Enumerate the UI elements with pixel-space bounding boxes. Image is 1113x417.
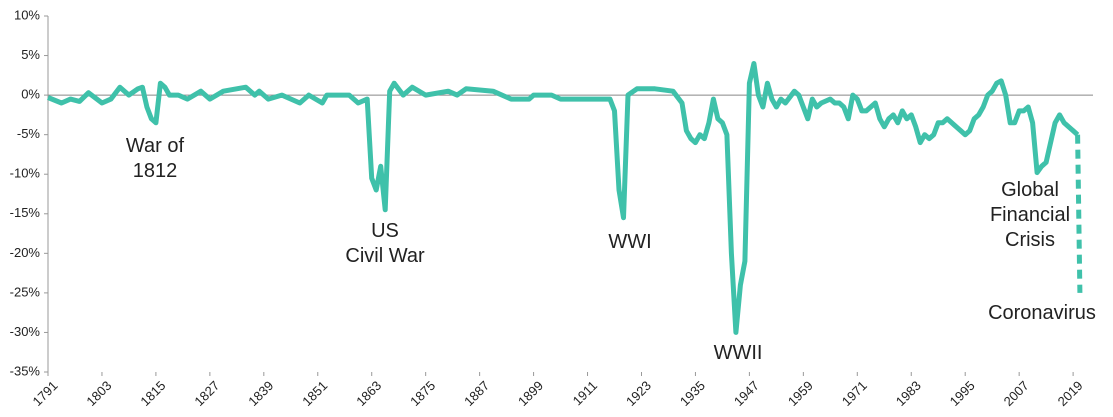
y-tick-label: -5% bbox=[17, 126, 41, 141]
x-tick-label: 1803 bbox=[83, 378, 114, 409]
x-tick-label: 1839 bbox=[245, 378, 276, 409]
x-tick-label: 2019 bbox=[1055, 378, 1086, 409]
annotation-line: Global bbox=[1001, 179, 1059, 201]
x-tick-label: 1815 bbox=[137, 378, 168, 409]
annotation-line: WWII bbox=[714, 342, 763, 364]
annotation-line: WWI bbox=[608, 231, 651, 253]
y-tick-label: 0% bbox=[21, 87, 40, 102]
y-tick-label: -10% bbox=[10, 166, 41, 181]
x-tick-label: 1863 bbox=[353, 378, 384, 409]
x-tick-label: 1995 bbox=[947, 378, 978, 409]
y-tick-label: -25% bbox=[10, 284, 41, 299]
x-tick-label: 1875 bbox=[407, 378, 438, 409]
x-tick-label: 1971 bbox=[839, 378, 870, 409]
y-tick-label: -30% bbox=[10, 324, 41, 339]
y-tick-label: 10% bbox=[14, 7, 40, 22]
data-line bbox=[1075, 134, 1083, 293]
x-tick-label: 1923 bbox=[623, 378, 654, 409]
data-line bbox=[47, 61, 1080, 335]
annotation-line: 1812 bbox=[133, 160, 178, 182]
y-tick-label: 5% bbox=[21, 47, 40, 62]
annotation: Coronavirus bbox=[988, 302, 1096, 324]
annotation: Global Financial Crisis bbox=[990, 179, 1070, 251]
annotation: WWI bbox=[608, 231, 651, 253]
y-tick-label: -20% bbox=[10, 245, 41, 260]
annotation-line: Civil War bbox=[345, 245, 425, 267]
annotation: War of 1812 bbox=[126, 135, 185, 182]
x-tick-label: 1959 bbox=[785, 378, 816, 409]
x-tick-label: 1827 bbox=[191, 378, 222, 409]
annotation-line: US bbox=[371, 220, 399, 242]
annotation-line: Crisis bbox=[1005, 229, 1055, 251]
x-tick-label: 1899 bbox=[515, 378, 546, 409]
annotation: WWII bbox=[714, 342, 763, 364]
x-tick-label: 1947 bbox=[731, 378, 762, 409]
x-tick-label: 1911 bbox=[570, 378, 600, 408]
annotation: US Civil War bbox=[345, 220, 425, 267]
x-tick-label: 2007 bbox=[1001, 378, 1032, 409]
x-tick-label: 1887 bbox=[461, 378, 492, 409]
x-tick-label: 1851 bbox=[299, 378, 330, 409]
y-tick-label: -15% bbox=[10, 205, 41, 220]
annotation-line: Financial bbox=[990, 204, 1070, 226]
x-tick-label: 1983 bbox=[893, 378, 924, 409]
x-tick-label: 1791 bbox=[29, 378, 60, 409]
annotation-line: Coronavirus bbox=[988, 302, 1096, 324]
y-tick-label: -35% bbox=[10, 363, 41, 378]
annotation-line: War of bbox=[126, 135, 185, 157]
x-tick-label: 1935 bbox=[677, 378, 708, 409]
